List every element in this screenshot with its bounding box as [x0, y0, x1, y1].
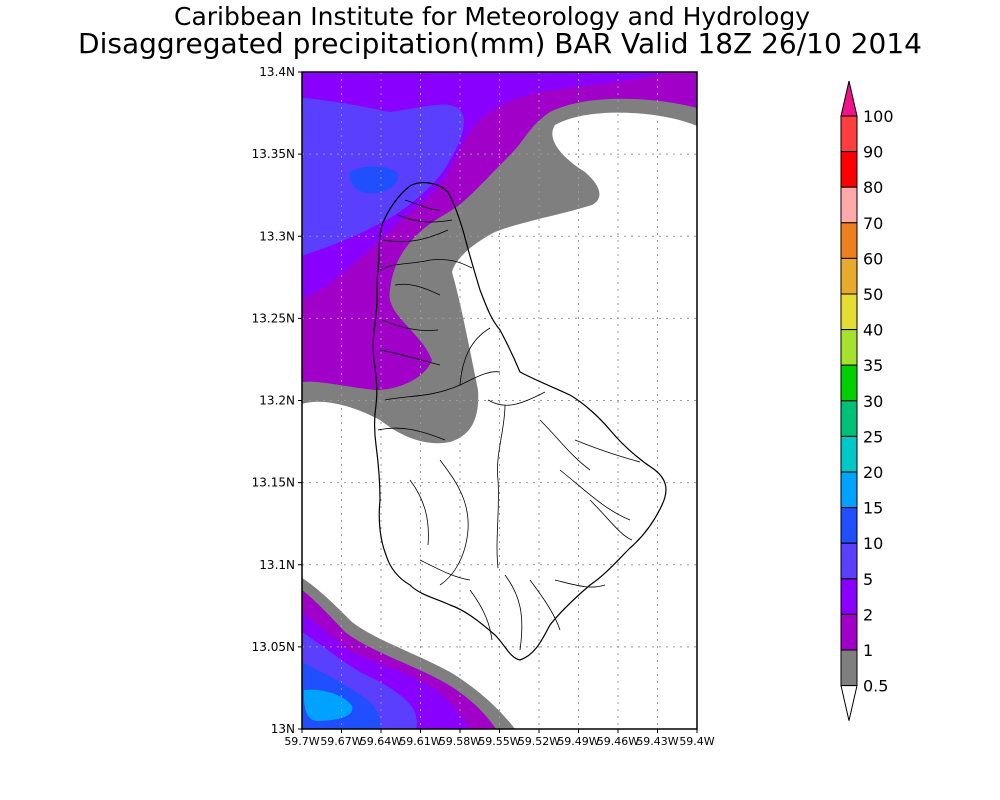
colorbar-label: 1 [863, 641, 873, 660]
latitude-axis: 13.4N 13.35N 13.3N 13.25N 13.2N 13.15N 13.1N 13… [252, 65, 302, 736]
colorbar-label: 10 [863, 534, 883, 553]
island-rivers [377, 199, 641, 651]
lon-tick-label: 59.55W [478, 735, 520, 748]
map-title: Caribbean Institute for Meteorology and … [174, 2, 810, 31]
lon-tick-label: 59.64W [360, 735, 402, 748]
colorbar-label: 30 [863, 392, 883, 411]
barbados-coastline [372, 182, 667, 661]
map-gridlines [302, 72, 697, 729]
colorbar-swatch [840, 222, 858, 259]
colorbar-legend: 100 90 80 70 60 50 40 35 30 25 20 15 10 5 2 1 0.5 [840, 80, 894, 721]
lat-tick-label: 13.15N [252, 476, 295, 490]
colorbar-swatch [840, 400, 858, 437]
colorbar-label: 60 [863, 249, 883, 268]
colorbar-label: 70 [863, 214, 883, 233]
colorbar-label: 35 [863, 356, 883, 375]
colorbar-label: 90 [863, 143, 883, 162]
colorbar-swatch [840, 257, 858, 295]
colorbar-swatch [840, 507, 858, 544]
lon-tick-label: 59.61W [399, 735, 441, 748]
map-plot-area [301, 71, 698, 730]
colorbar-swatch [840, 542, 858, 580]
lon-tick-label: 59.7W [284, 735, 319, 748]
lat-tick-label: 13.05N [252, 640, 295, 654]
colorbar-label: 100 [863, 107, 894, 126]
lat-tick-label: 13.25N [252, 311, 295, 325]
colorbar-swatch [840, 364, 858, 402]
lat-tick-label: 13.2N [259, 394, 295, 408]
lon-tick-label: 59.67W [320, 735, 362, 748]
colorbar-over-triangle [840, 80, 858, 117]
colorbar-swatch [840, 151, 858, 188]
colorbar-label: 5 [863, 570, 873, 589]
colorbar-swatch [840, 613, 858, 651]
colorbar-label: 15 [863, 499, 883, 518]
lat-tick-label: 13.1N [259, 558, 295, 572]
precip-zone-sw-15 [303, 689, 353, 722]
colorbar-label: 80 [863, 178, 883, 197]
lat-tick-label: 13.4N [259, 65, 295, 79]
lon-tick-label: 59.58W [439, 735, 481, 748]
lat-tick-label: 13N [271, 722, 295, 736]
lat-tick-label: 13.3N [259, 229, 295, 243]
lon-tick-label: 59.46W [597, 735, 639, 748]
colorbar-swatch [840, 186, 858, 224]
colorbar-label: 0.5 [863, 677, 888, 696]
colorbar-swatch [840, 115, 858, 153]
longitude-axis: 59.7W 59.67W59.64W59.61W59.58W59.55W59.52… [284, 729, 715, 748]
lon-tick-label: 59.52W [518, 735, 560, 748]
lon-tick-label: 59.43W [636, 735, 678, 748]
island-outline [372, 182, 667, 661]
colorbar-label: 20 [863, 463, 883, 482]
colorbar-swatch [840, 435, 858, 473]
colorbar-swatch [840, 471, 858, 509]
lon-tick-label: 59.4W [679, 735, 714, 748]
lat-tick-label: 13.35N [252, 147, 295, 161]
colorbar-swatch [840, 649, 858, 687]
colorbar-swatch [840, 329, 858, 366]
colorbar-swatch [840, 293, 858, 331]
colorbar-under-triangle [840, 685, 858, 721]
colorbar-label: 50 [863, 285, 883, 304]
colorbar-label: 2 [863, 605, 873, 624]
colorbar-label: 40 [863, 321, 883, 340]
precip-zone-north-10 [349, 166, 398, 194]
lon-tick-label: 59.49W [557, 735, 599, 748]
colorbar-label: 25 [863, 427, 883, 446]
map-subtitle: Disaggregated precipitation(mm) BAR Vali… [78, 27, 922, 60]
colorbar-swatch [840, 578, 858, 615]
